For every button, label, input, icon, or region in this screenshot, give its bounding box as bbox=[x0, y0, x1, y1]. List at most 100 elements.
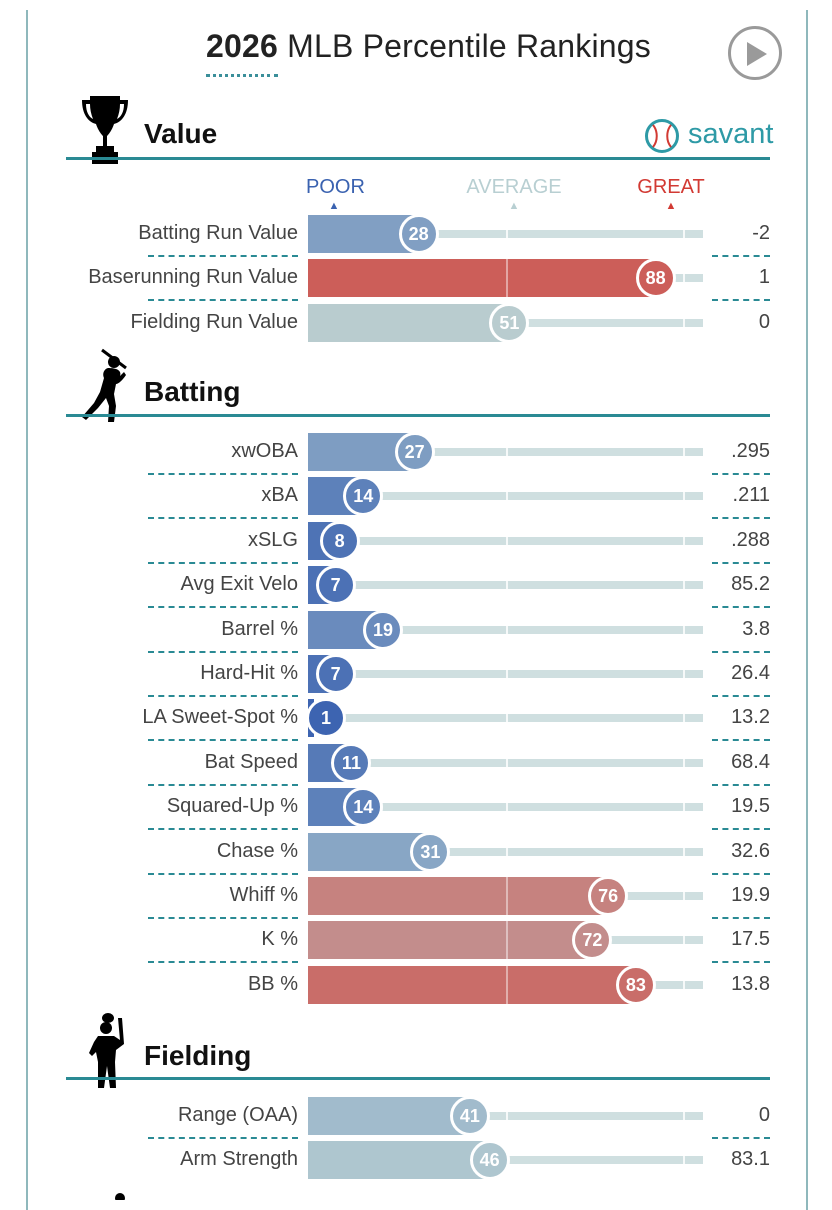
batter-icon bbox=[82, 348, 127, 422]
row-separator-left bbox=[148, 739, 298, 742]
percentile-bubble[interactable]: 7 bbox=[315, 565, 356, 606]
bar-tick bbox=[505, 877, 508, 915]
row-separator-left bbox=[148, 255, 298, 257]
row-separator-right bbox=[712, 650, 770, 653]
row-separator-right bbox=[712, 517, 770, 520]
row-separator-left bbox=[148, 561, 298, 564]
percentile-bar[interactable] bbox=[308, 965, 636, 1004]
track-tick bbox=[683, 230, 686, 238]
percentile-bar[interactable] bbox=[308, 921, 593, 960]
percentile-bar[interactable] bbox=[308, 303, 510, 342]
row-separator-left bbox=[148, 517, 298, 520]
savant-logo[interactable]: savant bbox=[644, 118, 774, 154]
track-tick bbox=[683, 670, 686, 678]
percentile-track bbox=[308, 758, 703, 767]
metric-label: xBA bbox=[261, 484, 298, 507]
row-separator-right bbox=[712, 961, 770, 964]
row-separator-left bbox=[148, 828, 298, 831]
percentile-bar[interactable] bbox=[308, 877, 609, 915]
percentile-bubble[interactable]: 14 bbox=[343, 476, 384, 517]
section-title-value: Value bbox=[144, 118, 218, 149]
percentile-bubble[interactable]: 8 bbox=[319, 520, 360, 561]
metric-label: Bat Speed bbox=[204, 750, 298, 773]
percentile-bubble[interactable]: 11 bbox=[331, 742, 372, 783]
percentile-bubble[interactable]: 83 bbox=[615, 964, 656, 1005]
percentile-bubble[interactable]: 31 bbox=[410, 831, 451, 872]
track-tick bbox=[505, 847, 508, 856]
row-separator-left bbox=[148, 695, 298, 697]
percentile-bubble[interactable]: 41 bbox=[449, 1096, 490, 1136]
percentile-bubble[interactable]: 46 bbox=[469, 1140, 510, 1181]
section-title-fielding: Fielding bbox=[144, 1040, 252, 1071]
title-text: MLB Percentile Rankings bbox=[287, 28, 651, 64]
row-separator-right bbox=[712, 783, 770, 786]
percentile-track bbox=[308, 448, 703, 456]
percentile-bar[interactable] bbox=[308, 259, 656, 298]
row-separator-left bbox=[148, 917, 298, 919]
track-tick bbox=[683, 803, 686, 812]
metric-label: Range (OAA) bbox=[177, 1104, 298, 1126]
metric-label: Squared-Up % bbox=[166, 795, 298, 818]
row-separator-right bbox=[712, 299, 770, 302]
row-separator-left bbox=[148, 872, 298, 875]
percentile-bar[interactable] bbox=[308, 832, 431, 871]
legend-great-arrow-icon: ▲ bbox=[665, 200, 677, 212]
metric-label: Hard-Hit % bbox=[200, 662, 298, 684]
percentile-bubble[interactable]: 19 bbox=[363, 609, 404, 650]
play-button[interactable] bbox=[728, 26, 782, 80]
metric-value: 0 bbox=[758, 1104, 770, 1126]
row-separator-right bbox=[712, 917, 770, 919]
track-tick bbox=[505, 714, 508, 723]
percentile-bubble[interactable]: 51 bbox=[489, 302, 530, 343]
metric-value: 26.4 bbox=[731, 662, 770, 684]
track-tick bbox=[505, 1112, 508, 1120]
play-icon bbox=[747, 42, 767, 66]
metric-label: BB % bbox=[247, 972, 298, 995]
percentile-bubble[interactable]: 88 bbox=[635, 258, 676, 299]
percentile-bubble[interactable]: 28 bbox=[398, 214, 439, 254]
percentile-track bbox=[308, 492, 703, 501]
title-underline bbox=[206, 74, 278, 77]
percentile-bar[interactable] bbox=[308, 1141, 490, 1180]
track-tick bbox=[683, 714, 686, 723]
track-tick bbox=[683, 625, 686, 634]
track-tick bbox=[683, 758, 686, 767]
metric-value: 3.8 bbox=[742, 617, 770, 640]
metric-value: 83.1 bbox=[731, 1148, 770, 1171]
percentile-card bbox=[26, 10, 808, 1210]
percentile-bubble[interactable]: 72 bbox=[572, 920, 613, 961]
row-separator-right bbox=[712, 255, 770, 257]
row-separator-left bbox=[148, 299, 298, 302]
section-rule-batting bbox=[66, 414, 770, 417]
metric-value: 13.2 bbox=[731, 706, 770, 729]
metric-label: LA Sweet-Spot % bbox=[142, 706, 298, 729]
track-tick bbox=[683, 980, 686, 989]
track-tick bbox=[505, 803, 508, 812]
bar-tick bbox=[505, 965, 508, 1004]
metric-label: xwOBA bbox=[231, 440, 298, 462]
percentile-bubble[interactable]: 1 bbox=[306, 698, 346, 739]
metric-value: 68.4 bbox=[731, 750, 770, 773]
percentile-bar[interactable] bbox=[308, 1097, 470, 1135]
row-separator-right bbox=[712, 1137, 770, 1139]
row-separator-left bbox=[148, 473, 298, 475]
percentile-bubble[interactable]: 14 bbox=[343, 787, 384, 828]
percentile-bubble[interactable]: 7 bbox=[315, 654, 356, 694]
metric-value: .295 bbox=[731, 440, 770, 462]
percentile-bubble[interactable]: 27 bbox=[394, 432, 435, 472]
percentile-track bbox=[308, 536, 703, 545]
row-separator-left bbox=[148, 961, 298, 964]
percentile-bubble[interactable]: 76 bbox=[588, 876, 629, 916]
metric-value: 0 bbox=[758, 310, 770, 333]
section-rule-fielding bbox=[66, 1077, 770, 1080]
bar-tick bbox=[505, 921, 508, 960]
metric-value: 19.9 bbox=[731, 884, 770, 906]
legend-great-label: GREAT bbox=[637, 176, 705, 198]
section-title-batting: Batting bbox=[144, 376, 241, 407]
track-tick bbox=[505, 625, 508, 634]
track-tick bbox=[505, 492, 508, 501]
metric-value: .288 bbox=[731, 528, 770, 551]
legend-average-label: AVERAGE bbox=[466, 176, 562, 198]
percentile-track bbox=[308, 625, 703, 634]
percentile-track bbox=[308, 714, 703, 723]
